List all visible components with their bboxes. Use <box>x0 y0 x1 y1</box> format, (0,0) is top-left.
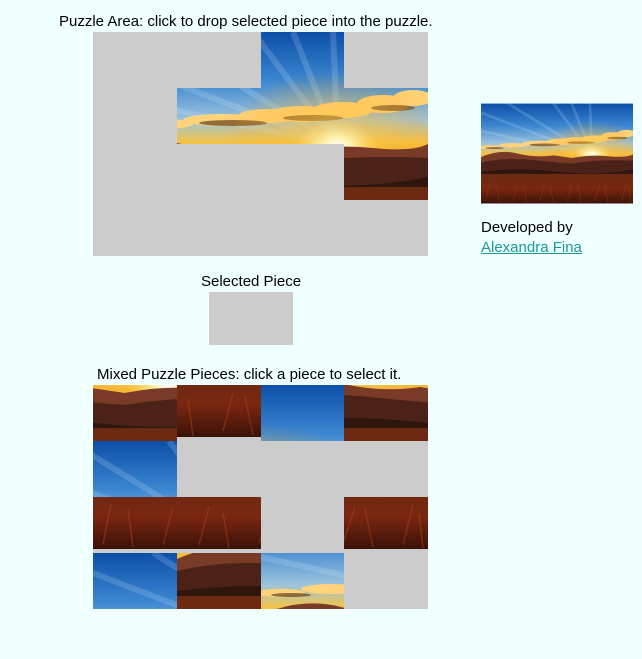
mixed-piece[interactable] <box>344 497 428 553</box>
mixed-empty-slot[interactable] <box>344 553 428 609</box>
selected-piece-caption: Selected Piece <box>201 273 302 290</box>
selected-piece-slot[interactable] <box>209 292 293 345</box>
puzzle-empty-slot[interactable] <box>261 200 344 256</box>
author-link[interactable]: Alexandra Fina <box>481 239 582 256</box>
mixed-piece[interactable] <box>93 553 177 609</box>
mixed-piece[interactable] <box>93 441 177 497</box>
puzzle-empty-slot[interactable] <box>93 88 177 144</box>
mixed-piece[interactable] <box>177 497 261 553</box>
mixed-piece[interactable] <box>261 385 344 441</box>
mixed-piece[interactable] <box>177 553 261 609</box>
puzzle-piece[interactable] <box>344 144 428 200</box>
puzzle-empty-slot[interactable] <box>261 144 344 200</box>
credit-text: Developed by <box>481 219 573 236</box>
puzzle-empty-slot[interactable] <box>93 32 177 88</box>
preview-image <box>481 103 633 204</box>
mixed-pieces-caption: Mixed Puzzle Pieces: click a piece to se… <box>97 366 402 383</box>
puzzle-empty-slot[interactable] <box>344 200 428 256</box>
mixed-empty-slot[interactable] <box>177 441 261 497</box>
mixed-piece[interactable] <box>261 553 344 609</box>
puzzle-piece[interactable] <box>177 88 261 144</box>
puzzle-area-caption: Puzzle Area: click to drop selected piec… <box>59 13 433 30</box>
puzzle-piece[interactable] <box>344 88 428 144</box>
puzzle-piece[interactable] <box>261 32 344 88</box>
mixed-piece[interactable] <box>93 385 177 441</box>
puzzle-empty-slot[interactable] <box>177 200 261 256</box>
mixed-empty-slot[interactable] <box>344 441 428 497</box>
mixed-pieces-area <box>93 385 428 609</box>
puzzle-empty-slot[interactable] <box>177 32 261 88</box>
puzzle-empty-slot[interactable] <box>344 32 428 88</box>
puzzle-empty-slot[interactable] <box>93 200 177 256</box>
mixed-empty-slot[interactable] <box>261 497 344 553</box>
mixed-piece[interactable] <box>177 385 261 441</box>
mixed-empty-slot[interactable] <box>261 441 344 497</box>
puzzle-area <box>93 32 428 256</box>
puzzle-empty-slot[interactable] <box>93 144 177 200</box>
puzzle-empty-slot[interactable] <box>177 144 261 200</box>
mixed-piece[interactable] <box>344 385 428 441</box>
mixed-piece[interactable] <box>93 497 177 553</box>
puzzle-piece[interactable] <box>261 88 344 144</box>
